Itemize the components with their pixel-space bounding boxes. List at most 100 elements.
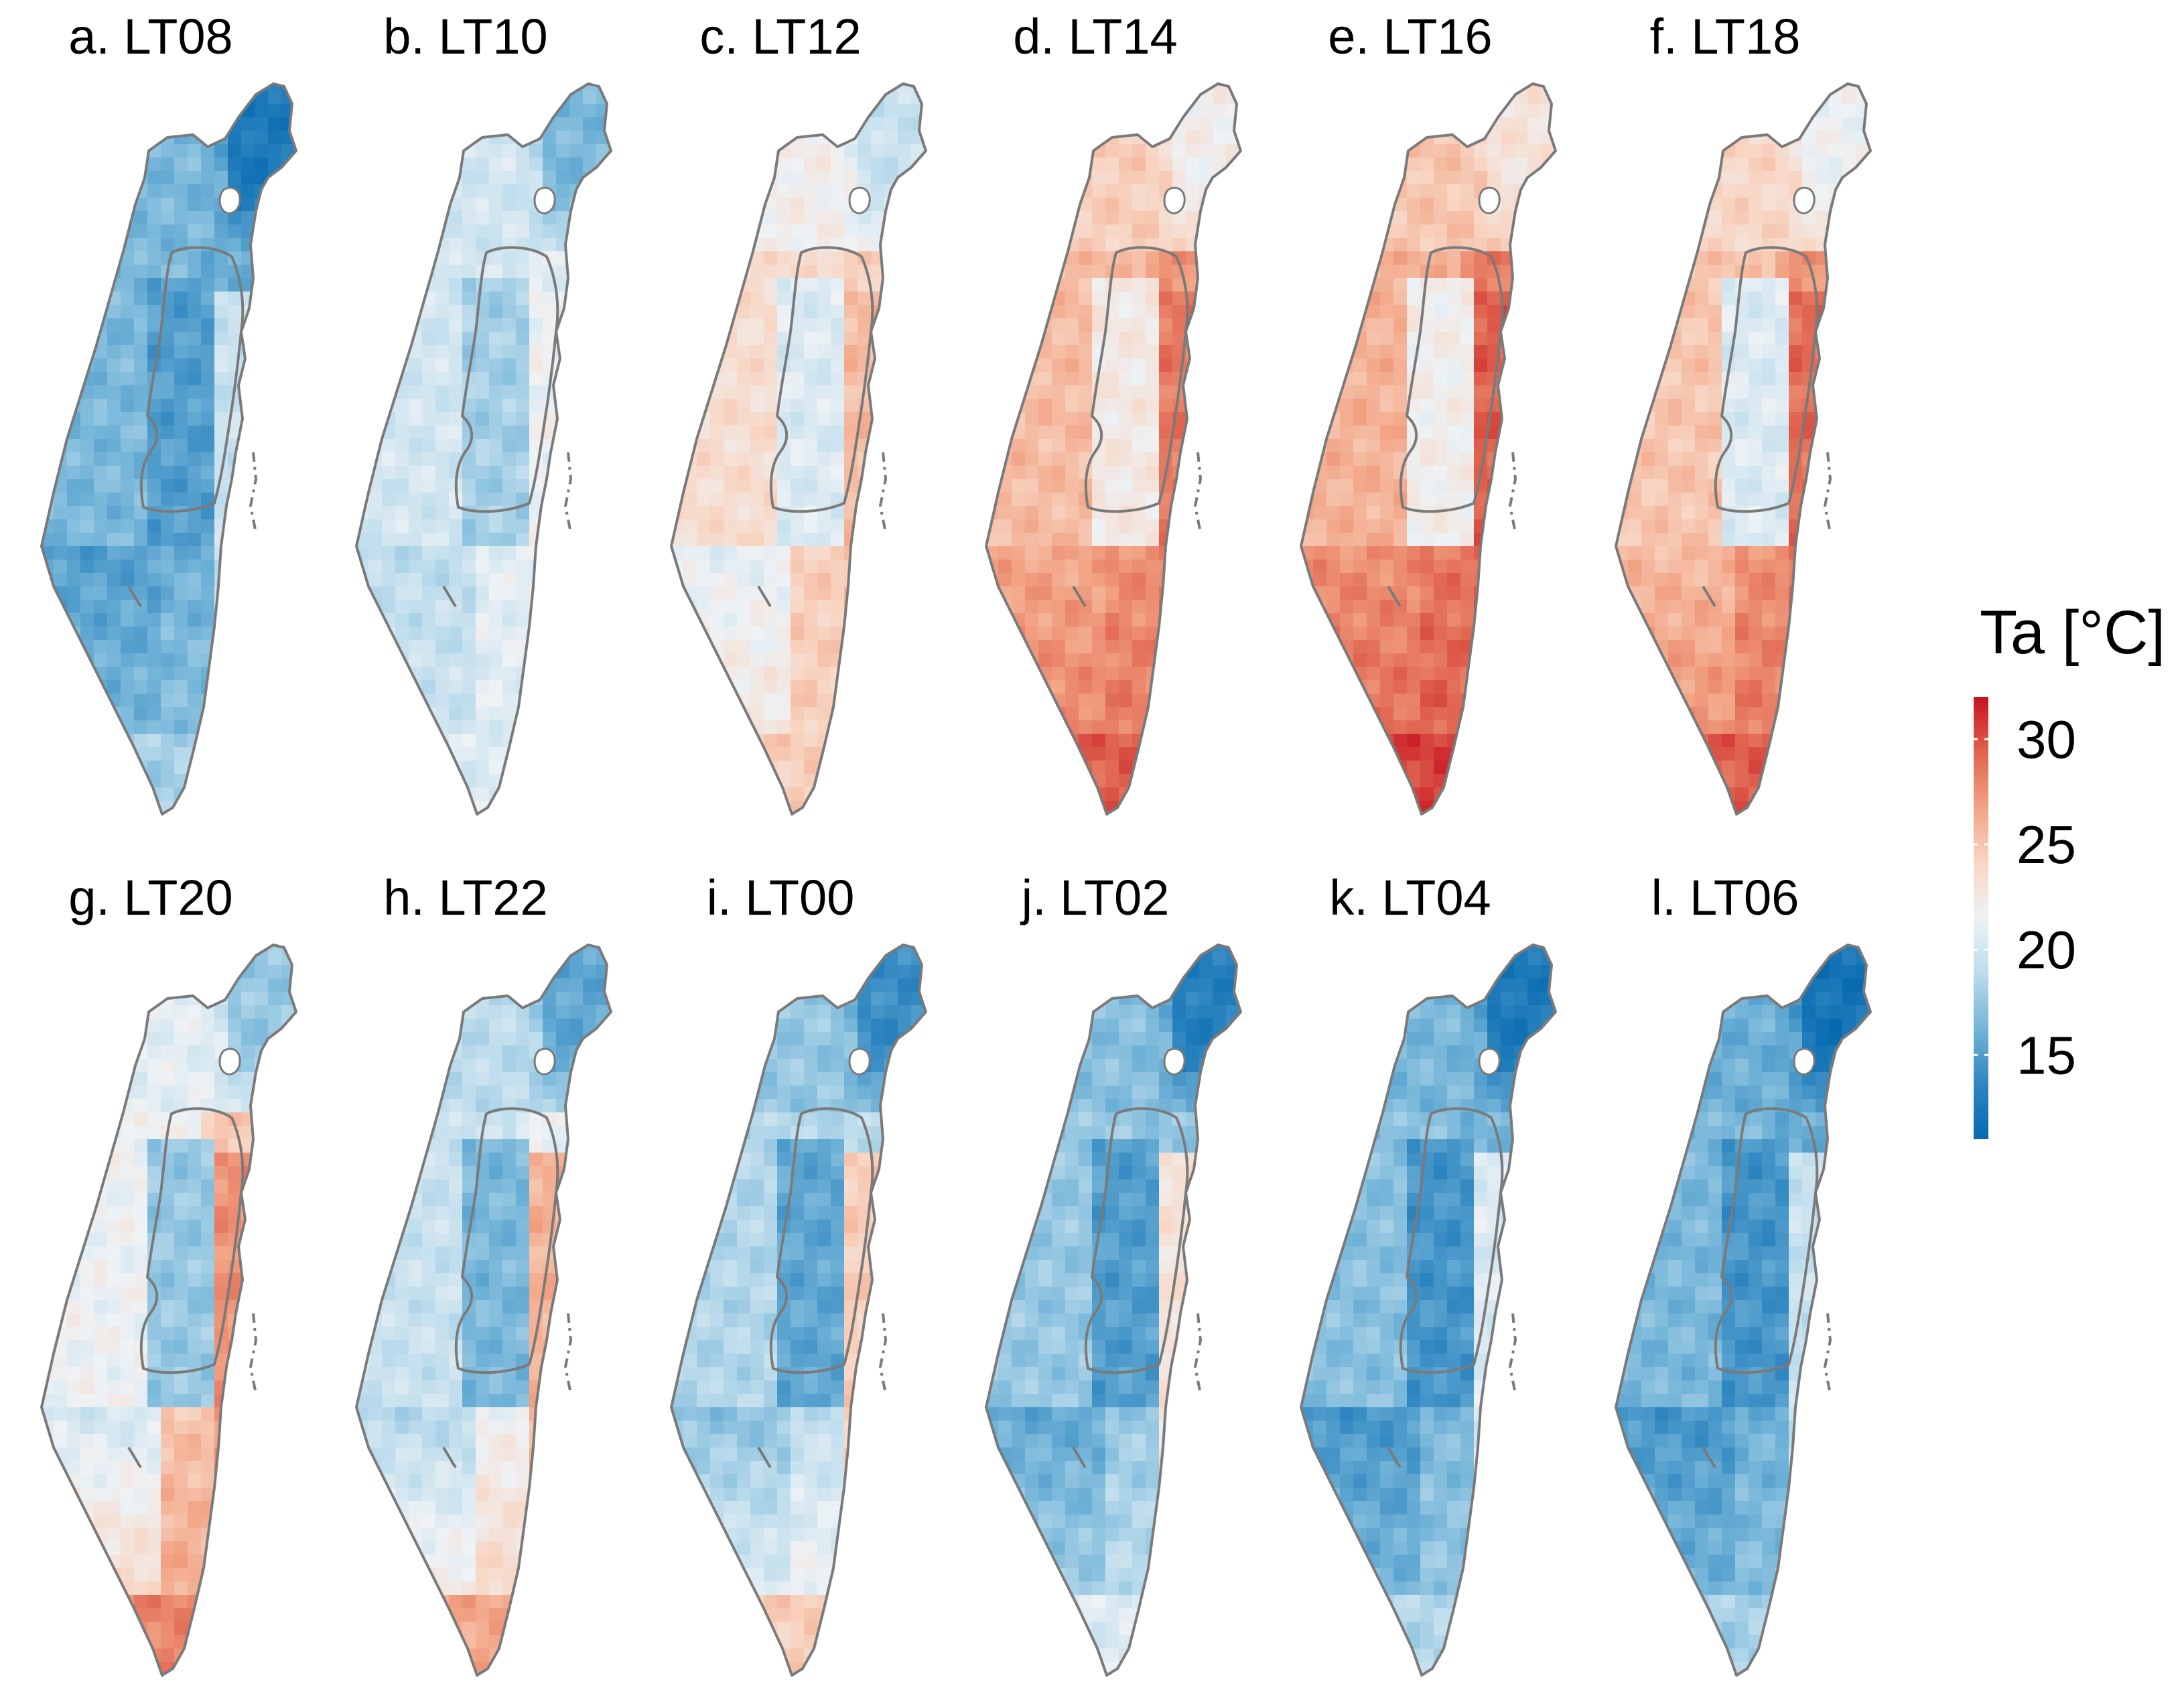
temperature-cell bbox=[1460, 372, 1475, 386]
temperature-cell bbox=[1239, 707, 1241, 721]
temperature-cell bbox=[147, 466, 161, 480]
temperature-cell bbox=[791, 694, 805, 708]
temperature-cell bbox=[356, 238, 369, 252]
temperature-cell bbox=[516, 533, 530, 547]
temperature-cell bbox=[188, 439, 202, 453]
temperature-cell bbox=[1172, 640, 1186, 654]
temperature-cell bbox=[42, 84, 54, 91]
temperature-cell bbox=[241, 653, 255, 667]
temperature-cell bbox=[395, 332, 409, 346]
temperature-cell bbox=[871, 84, 885, 91]
temperature-cell bbox=[911, 774, 925, 788]
temperature-cell bbox=[268, 747, 282, 761]
temperature-cell bbox=[791, 814, 805, 828]
temperature-cell bbox=[435, 184, 450, 198]
temperature-cell bbox=[1474, 238, 1488, 252]
temperature-cell bbox=[1079, 292, 1093, 306]
temperature-cell bbox=[161, 787, 175, 801]
temperature-cell bbox=[986, 426, 999, 440]
temperature-cell bbox=[449, 814, 463, 828]
temperature-cell bbox=[610, 747, 611, 761]
temperature-cell bbox=[107, 426, 121, 440]
temperature-cell bbox=[268, 426, 282, 440]
temperature-cell bbox=[356, 627, 369, 641]
temperature-cell bbox=[1172, 84, 1186, 91]
temperature-cell bbox=[1541, 171, 1555, 185]
temperature-cell bbox=[1447, 238, 1461, 252]
temperature-cell bbox=[858, 157, 872, 172]
temperature-cell bbox=[1353, 84, 1367, 91]
temperature-cell bbox=[382, 198, 396, 212]
temperature-cell bbox=[1239, 479, 1241, 493]
temperature-cell bbox=[610, 493, 611, 507]
temperature-cell bbox=[1186, 694, 1200, 708]
temperature-cell bbox=[1326, 251, 1341, 265]
temperature-cell bbox=[94, 787, 108, 801]
temperature-cell bbox=[1105, 506, 1119, 520]
temperature-cell bbox=[147, 318, 161, 332]
temperature-cell bbox=[161, 318, 175, 332]
temperature-cell bbox=[1052, 506, 1066, 520]
lake-kinneret bbox=[848, 186, 871, 214]
temperature-cell bbox=[1226, 533, 1240, 547]
temperature-cell bbox=[1052, 627, 1066, 641]
temperature-cell bbox=[697, 533, 711, 547]
temperature-cell bbox=[596, 439, 610, 453]
temperature-cell bbox=[884, 707, 898, 721]
temperature-cell bbox=[1012, 734, 1026, 748]
temperature-cell bbox=[898, 292, 912, 306]
temperature-cell bbox=[462, 479, 476, 493]
temperature-cell bbox=[1092, 546, 1106, 560]
temperature-cell bbox=[1105, 318, 1119, 332]
temperature-cell bbox=[147, 613, 161, 627]
temperature-cell bbox=[569, 157, 584, 172]
temperature-cell bbox=[750, 653, 764, 667]
dead-sea-border bbox=[563, 452, 573, 533]
temperature-cell bbox=[435, 694, 450, 708]
temperature-cell bbox=[174, 586, 188, 600]
temperature-cell bbox=[295, 251, 296, 265]
temperature-cell bbox=[1132, 613, 1146, 627]
temperature-cell bbox=[54, 707, 68, 721]
temperature-cell bbox=[804, 117, 818, 131]
temperature-cell bbox=[281, 385, 295, 399]
temperature-cell bbox=[1052, 90, 1066, 105]
temperature-cell bbox=[214, 292, 228, 306]
temperature-cell bbox=[610, 720, 611, 734]
temperature-cell bbox=[610, 332, 611, 346]
temperature-cell bbox=[1326, 292, 1341, 306]
temperature-cell bbox=[214, 761, 228, 775]
temperature-cell bbox=[422, 479, 436, 493]
temperature-cell bbox=[998, 385, 1012, 399]
temperature-cell bbox=[449, 653, 463, 667]
temperature-cell bbox=[1353, 211, 1367, 225]
temperature-cell bbox=[147, 412, 161, 426]
temperature-cell bbox=[804, 814, 818, 828]
temperature-cell bbox=[80, 600, 94, 614]
temperature-cell bbox=[596, 479, 610, 493]
temperature-cell bbox=[1012, 265, 1026, 279]
temperature-cell bbox=[764, 667, 778, 681]
temperature-cell bbox=[356, 613, 369, 627]
temperature-cell bbox=[1407, 278, 1421, 292]
temperature-cell bbox=[255, 613, 269, 627]
temperature-cell bbox=[201, 372, 215, 386]
temperature-cell bbox=[516, 479, 530, 493]
temperature-cell bbox=[1025, 586, 1039, 600]
temperature-cell bbox=[409, 359, 423, 373]
temperature-cell bbox=[214, 694, 228, 708]
temperature-cell bbox=[1038, 412, 1052, 426]
temperature-cell bbox=[596, 359, 610, 373]
temperature-cell bbox=[1052, 171, 1066, 185]
temperature-cell bbox=[489, 747, 503, 761]
temperature-cell bbox=[1199, 131, 1213, 145]
temperature-cell bbox=[898, 761, 912, 775]
temperature-cell bbox=[777, 292, 791, 306]
temperature-cell bbox=[986, 224, 999, 239]
temperature-cell bbox=[214, 385, 228, 399]
temperature-cell bbox=[476, 426, 490, 440]
temperature-cell bbox=[1038, 452, 1052, 466]
temperature-cell bbox=[1226, 627, 1240, 641]
temperature-cell bbox=[1213, 90, 1227, 105]
temperature-cell bbox=[121, 493, 135, 507]
